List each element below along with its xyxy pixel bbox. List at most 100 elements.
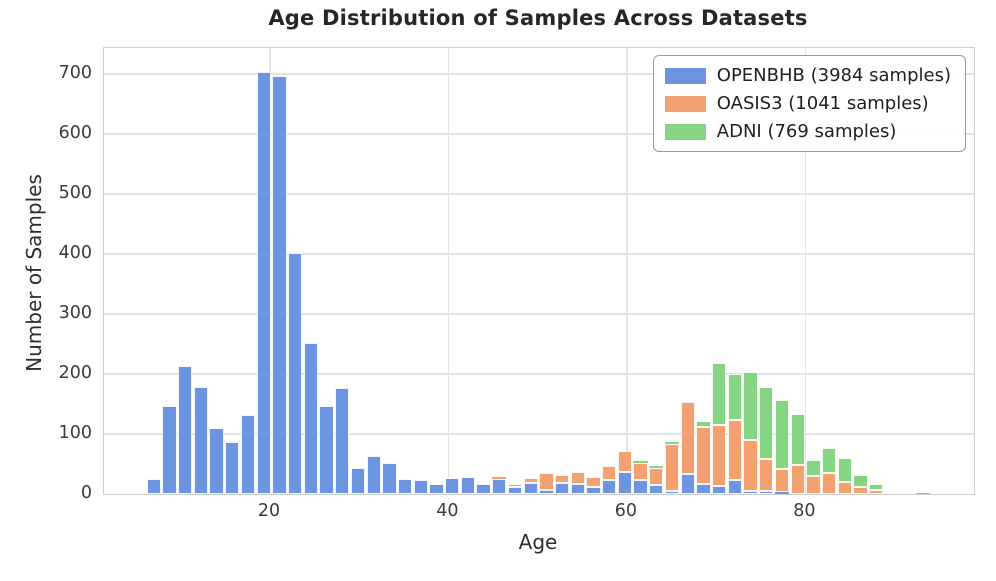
chart-title: Age Distribution of Samples Across Datas… xyxy=(268,6,808,30)
gridline-horizontal xyxy=(104,133,974,135)
histogram-bar-segment xyxy=(712,363,727,425)
histogram-bar-segment xyxy=(225,441,240,494)
histogram-bar-segment xyxy=(460,477,476,494)
histogram-bar-segment xyxy=(287,252,303,494)
histogram-bar-segment xyxy=(712,424,727,486)
histogram-bar-segment xyxy=(602,465,617,481)
gridline-horizontal xyxy=(104,73,974,75)
histogram-bar-segment xyxy=(350,468,366,494)
gridline-vertical xyxy=(447,48,450,494)
histogram-bar-segment xyxy=(869,490,884,494)
histogram-bar-segment xyxy=(774,469,790,493)
gridline-horizontal xyxy=(104,433,974,435)
histogram-bar-segment xyxy=(759,387,774,460)
histogram-bar-segment xyxy=(507,487,523,494)
y-tick-label: 500 xyxy=(58,182,92,203)
histogram-bar-segment xyxy=(429,484,444,494)
histogram-bar-segment xyxy=(523,478,538,483)
histogram-bar-segment xyxy=(821,447,837,473)
histogram-bar-segment xyxy=(853,475,868,488)
x-axis-label: Age xyxy=(518,530,558,554)
gridline-horizontal xyxy=(104,373,974,375)
histogram-bar-segment xyxy=(303,342,318,494)
histogram-bar-segment xyxy=(382,462,397,494)
histogram-bar-segment xyxy=(649,485,664,494)
histogram-bar-segment xyxy=(759,491,774,494)
legend-swatch-icon xyxy=(664,123,706,140)
histogram-bar-segment xyxy=(507,483,523,488)
histogram-bar-segment xyxy=(617,471,633,494)
histogram-bar-segment xyxy=(445,477,460,494)
y-tick-label: 600 xyxy=(58,122,92,143)
histogram-bar-segment xyxy=(162,406,177,494)
histogram-bar-segment xyxy=(696,484,711,494)
x-tick-label: 60 xyxy=(614,501,638,521)
histogram-bar-segment xyxy=(743,491,758,494)
histogram-bar-segment xyxy=(680,401,695,474)
histogram-bar-segment xyxy=(633,480,648,494)
y-tick-label: 200 xyxy=(58,362,92,383)
legend: OPENBHB (3984 samples) OASIS3 (1041 sampl… xyxy=(652,55,966,152)
histogram-bar-segment xyxy=(539,473,554,490)
histogram-bar-segment xyxy=(680,473,695,494)
histogram-bar-segment xyxy=(570,471,585,485)
histogram-bar-segment xyxy=(759,459,774,491)
histogram-bar-segment xyxy=(554,482,570,494)
gridline-vertical xyxy=(626,48,628,494)
histogram-bar-segment xyxy=(617,450,633,472)
histogram-bar-segment xyxy=(319,405,334,494)
histogram-bar-segment xyxy=(193,387,209,494)
histogram-bar-segment xyxy=(570,484,585,494)
histogram-bar-segment xyxy=(602,480,617,494)
y-tick-label: 300 xyxy=(58,302,92,323)
histogram-bar-segment xyxy=(821,473,837,494)
histogram-bar-segment xyxy=(696,420,711,427)
histogram-bar-segment xyxy=(696,426,711,485)
gridline-horizontal xyxy=(104,253,974,255)
histogram-bar-segment xyxy=(633,461,648,463)
histogram-bar-segment xyxy=(539,489,554,494)
x-tick-label: 40 xyxy=(436,501,459,521)
legend-swatch-icon xyxy=(664,67,706,84)
legend-label: ADNI (769 samples) xyxy=(716,121,897,142)
legend-label: OASIS3 (1041 samples) xyxy=(716,93,929,114)
histogram-bar-segment xyxy=(806,459,821,476)
histogram-bar-segment xyxy=(664,444,680,491)
y-tick-label: 700 xyxy=(58,62,92,83)
plot-area: OPENBHB (3984 samples) OASIS3 (1041 sampl… xyxy=(103,47,975,495)
histogram-bar-segment xyxy=(727,373,742,420)
histogram-bar-segment xyxy=(916,492,931,494)
histogram-bar-segment xyxy=(492,476,507,479)
y-tick-label: 400 xyxy=(58,242,92,263)
legend-swatch-icon xyxy=(664,95,706,112)
histogram-bar-segment xyxy=(664,491,680,494)
histogram-bar-segment xyxy=(335,387,350,494)
histogram-bar-segment xyxy=(586,487,601,494)
histogram-bar-segment xyxy=(272,75,287,494)
gridline-horizontal xyxy=(104,193,974,195)
histogram-bar-segment xyxy=(649,467,664,485)
histogram-bar-segment xyxy=(146,479,161,494)
histogram-bar-segment xyxy=(649,465,664,468)
gridline-horizontal xyxy=(104,313,974,315)
histogram-bar-segment xyxy=(256,72,271,494)
histogram-bar-segment xyxy=(366,456,381,494)
histogram-bar-segment xyxy=(633,462,648,481)
histogram-bar-segment xyxy=(774,492,790,494)
histogram-bar-segment xyxy=(790,465,805,494)
y-tick-label: 100 xyxy=(58,422,92,443)
histogram-bar-segment xyxy=(727,479,742,494)
histogram-bar-segment xyxy=(664,442,680,445)
legend-label: OPENBHB (3984 samples) xyxy=(716,65,951,86)
histogram-bar-segment xyxy=(806,476,821,494)
histogram-bar-segment xyxy=(209,427,224,494)
histogram-bar-segment xyxy=(869,484,884,491)
histogram-bar-segment xyxy=(774,399,790,470)
histogram-bar-segment xyxy=(413,480,428,494)
histogram-bar-segment xyxy=(837,458,852,482)
legend-item-0: OPENBHB (3984 samples) xyxy=(664,65,951,86)
histogram-bar-segment xyxy=(586,477,601,488)
gridline-vertical xyxy=(804,48,807,494)
x-tick-label: 80 xyxy=(793,501,816,521)
